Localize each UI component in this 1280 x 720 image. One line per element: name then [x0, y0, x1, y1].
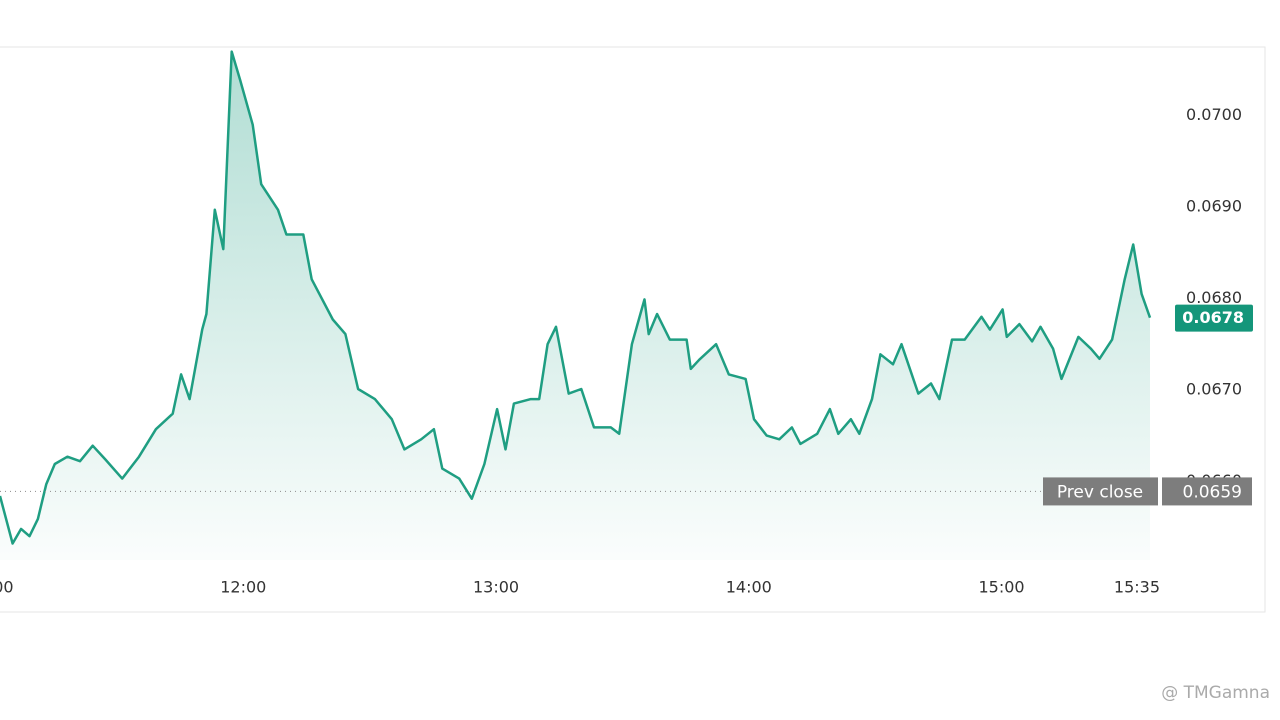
- y-tick-label: 0.0680: [1186, 288, 1242, 307]
- x-tick-label: 14:00: [726, 578, 772, 597]
- prev-close-value: 0.0659: [1183, 482, 1242, 502]
- x-tick-label: 15:00: [978, 578, 1024, 597]
- prev-close-badge: [1043, 477, 1158, 506]
- area: [0, 51, 1150, 560]
- x-tick-label: 13:00: [473, 578, 519, 597]
- y-tick-label: 0.0700: [1186, 105, 1242, 124]
- watermark: @ TMGamna: [1161, 683, 1270, 703]
- current-price-badge: [1175, 304, 1253, 332]
- price-line: [0, 50, 1152, 545]
- x-tick-label: 12:00: [220, 578, 266, 597]
- x-tick-label: 00: [0, 578, 14, 597]
- y-tick-label: 0.0670: [1186, 379, 1242, 398]
- y-tick-label: 0.0690: [1186, 196, 1242, 215]
- current-price-label: 0.0678: [1182, 308, 1244, 327]
- prev-close-name: Prev close: [1057, 482, 1143, 502]
- x-tick-label: 15:35: [1114, 578, 1160, 597]
- plot-frame: [0, 46, 1266, 613]
- prev-close-value-badge: [1162, 477, 1252, 506]
